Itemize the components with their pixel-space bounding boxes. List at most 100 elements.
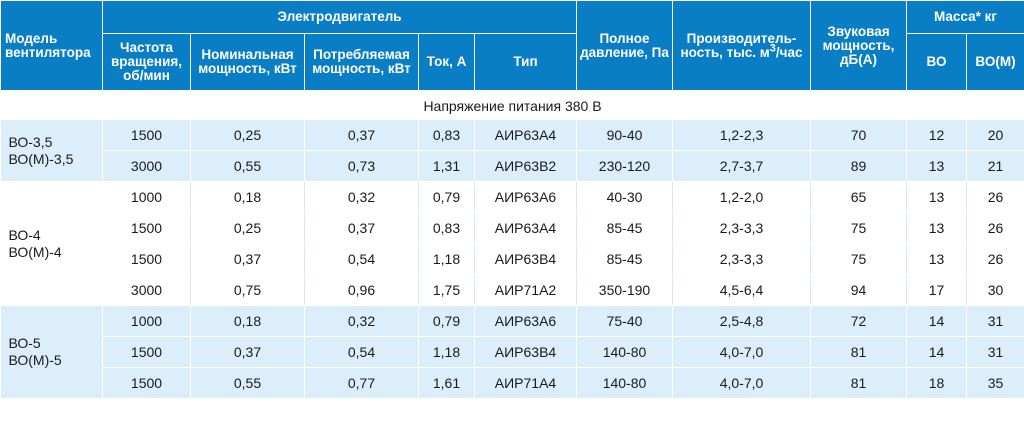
cell-vo: 12 [906,120,967,151]
cell-capacity: 2,5-4,8 [672,305,811,337]
cell-type: АИР71А4 [474,367,577,399]
cell-sound: 72 [810,305,907,337]
header-motor-group: Электродвигатель [102,0,577,34]
cell-nominal: 0,25 [190,212,305,244]
header-model: Модель вентилятора [0,0,103,91]
cell-rpm: 1000 [102,305,191,337]
cell-type: АИР63В2 [474,150,577,182]
cell-consumed: 0,54 [304,243,419,275]
cell-rpm: 3000 [102,274,191,306]
cell-vo: 13 [906,243,967,275]
model-cell: ВО-4 ВО(М)-4 [0,181,103,306]
table-row: 1500 0,37 0,54 1,18 АИР63В4 140-80 4,0-7,0 81 14… [1,336,1024,368]
cell-vo: 13 [906,181,967,213]
header-rpm: Частота вращения, об/мин [102,33,191,91]
cell-consumed: 0,32 [304,181,419,213]
model-name-m: ВО(М)-4 [8,243,62,260]
cell-vom: 26 [966,181,1024,213]
section-label: Напряжение питания 380 В [0,90,1024,120]
header-capacity-unit: /час [775,44,803,60]
cell-type: АИР63А4 [474,120,577,151]
cell-vom: 21 [966,150,1024,182]
cell-capacity: 2,3-3,3 [672,243,811,275]
cell-type: АИР63В4 [474,336,577,368]
cell-type: АИР63А6 [474,181,577,213]
cell-nominal: 0,18 [190,181,305,213]
header-nominal-power: Номинальная мощность, кВт [190,33,305,91]
header-consumed-power: Потребляемая мощность, кВт [304,33,419,91]
cell-vom: 31 [966,336,1024,368]
cell-current: 1,61 [418,367,475,399]
cell-sound: 75 [810,212,907,244]
table-row: 3000 0,55 0,73 1,31 АИР63В2 230-120 2,7-3,7 89 1… [1,150,1024,182]
cell-nominal: 0,55 [190,367,305,399]
header-capacity-text: Производитель-ность, тыс. м [680,30,797,60]
cell-current: 0,83 [418,212,475,244]
cell-capacity: 4,0-7,0 [672,336,811,368]
fan-spec-table: Модель вентилятора Электродвигатель Полн… [0,0,1024,399]
cell-current: 0,79 [418,181,475,213]
cell-vom: 20 [966,120,1024,151]
cell-pressure: 85-45 [576,243,673,275]
header-capacity: Производитель-ность, тыс. м3/час [672,0,811,91]
header-mass-vo: ВО [906,33,967,91]
cell-vo: 14 [906,336,967,368]
cell-capacity: 4,5-6,4 [672,274,811,306]
cell-vo: 13 [906,150,967,182]
cell-sound: 65 [810,181,907,213]
model-cell: ВО-3,5 ВО(М)-3,5 [0,120,103,182]
cell-vo: 13 [906,212,967,244]
cell-nominal: 0,18 [190,305,305,337]
cell-pressure: 75-40 [576,305,673,337]
cell-current: 0,79 [418,305,475,337]
model-cell: ВО-5 ВО(М)-5 [0,305,103,399]
cell-current: 0,83 [418,120,475,151]
model-name-m: ВО(М)-5 [8,352,62,368]
cell-nominal: 0,55 [190,150,305,182]
table-row: ВО-5 ВО(М)-5 1000 0,18 0,32 0,79 АИР63А6 75-40 2… [0,305,1024,399]
header-mass: Масса* кг [906,0,1024,34]
cell-nominal: 0,37 [190,336,305,368]
table-row: 1500 0,55 0,77 1,61 АИР71А4 140-80 4,0-7,0 81 18… [1,367,1024,399]
header-sound: Звуковая мощность, дБ(А) [810,0,907,91]
cell-vom: 35 [966,367,1024,399]
cell-consumed: 0,37 [304,212,419,244]
table-row: 3000 0,75 0,96 1,75 АИР71А2 350-190 4,5-6,4 94 1… [1,274,1024,306]
cell-type: АИР63В4 [474,243,577,275]
cell-vom: 31 [966,305,1024,337]
model-name: ВО-4 [8,226,41,243]
cell-consumed: 0,37 [304,120,419,151]
cell-pressure: 85-45 [576,212,673,244]
cell-pressure: 140-80 [576,336,673,368]
cell-current: 1,31 [418,150,475,182]
cell-pressure: 350-190 [576,274,673,306]
cell-rpm: 1500 [102,120,191,151]
table-body: Напряжение питания 380 В ВО-3,5 ВО(М)-3,5… [0,90,1024,399]
cell-sound: 81 [810,336,907,368]
header-capacity-superscript: 3 [769,42,776,54]
header-type: Тип [474,33,577,91]
cell-type: АИР63А4 [474,212,577,244]
header-current: Ток, А [418,33,475,91]
cell-rpm: 1500 [102,336,191,368]
cell-vom: 26 [966,243,1024,275]
cell-vo: 17 [906,274,967,306]
table-row: ВО-3,5 ВО(М)-3,5 1500 0,25 0,37 0,83 АИР63А4 90… [0,120,1024,182]
cell-rpm: 1500 [102,243,191,275]
header-pressure: Полное давление, Па [576,0,673,91]
cell-capacity: 2,3-3,3 [672,212,811,244]
cell-consumed: 0,77 [304,367,419,399]
cell-sound: 94 [810,274,907,306]
cell-sound: 75 [810,243,907,275]
table-row: ВО-4 ВО(М)-4 1000 0,18 0,32 0,79 АИР63А6 40-30 1… [0,181,1024,306]
cell-consumed: 0,73 [304,150,419,182]
cell-capacity: 1,2-2,0 [672,181,811,213]
cell-rpm: 3000 [102,150,191,182]
cell-rpm: 1500 [102,367,191,399]
cell-vom: 30 [966,274,1024,306]
cell-vom: 26 [966,212,1024,244]
cell-sound: 70 [810,120,907,151]
cell-vo: 18 [906,367,967,399]
cell-nominal: 0,25 [190,120,305,151]
cell-pressure: 90-40 [576,120,673,151]
